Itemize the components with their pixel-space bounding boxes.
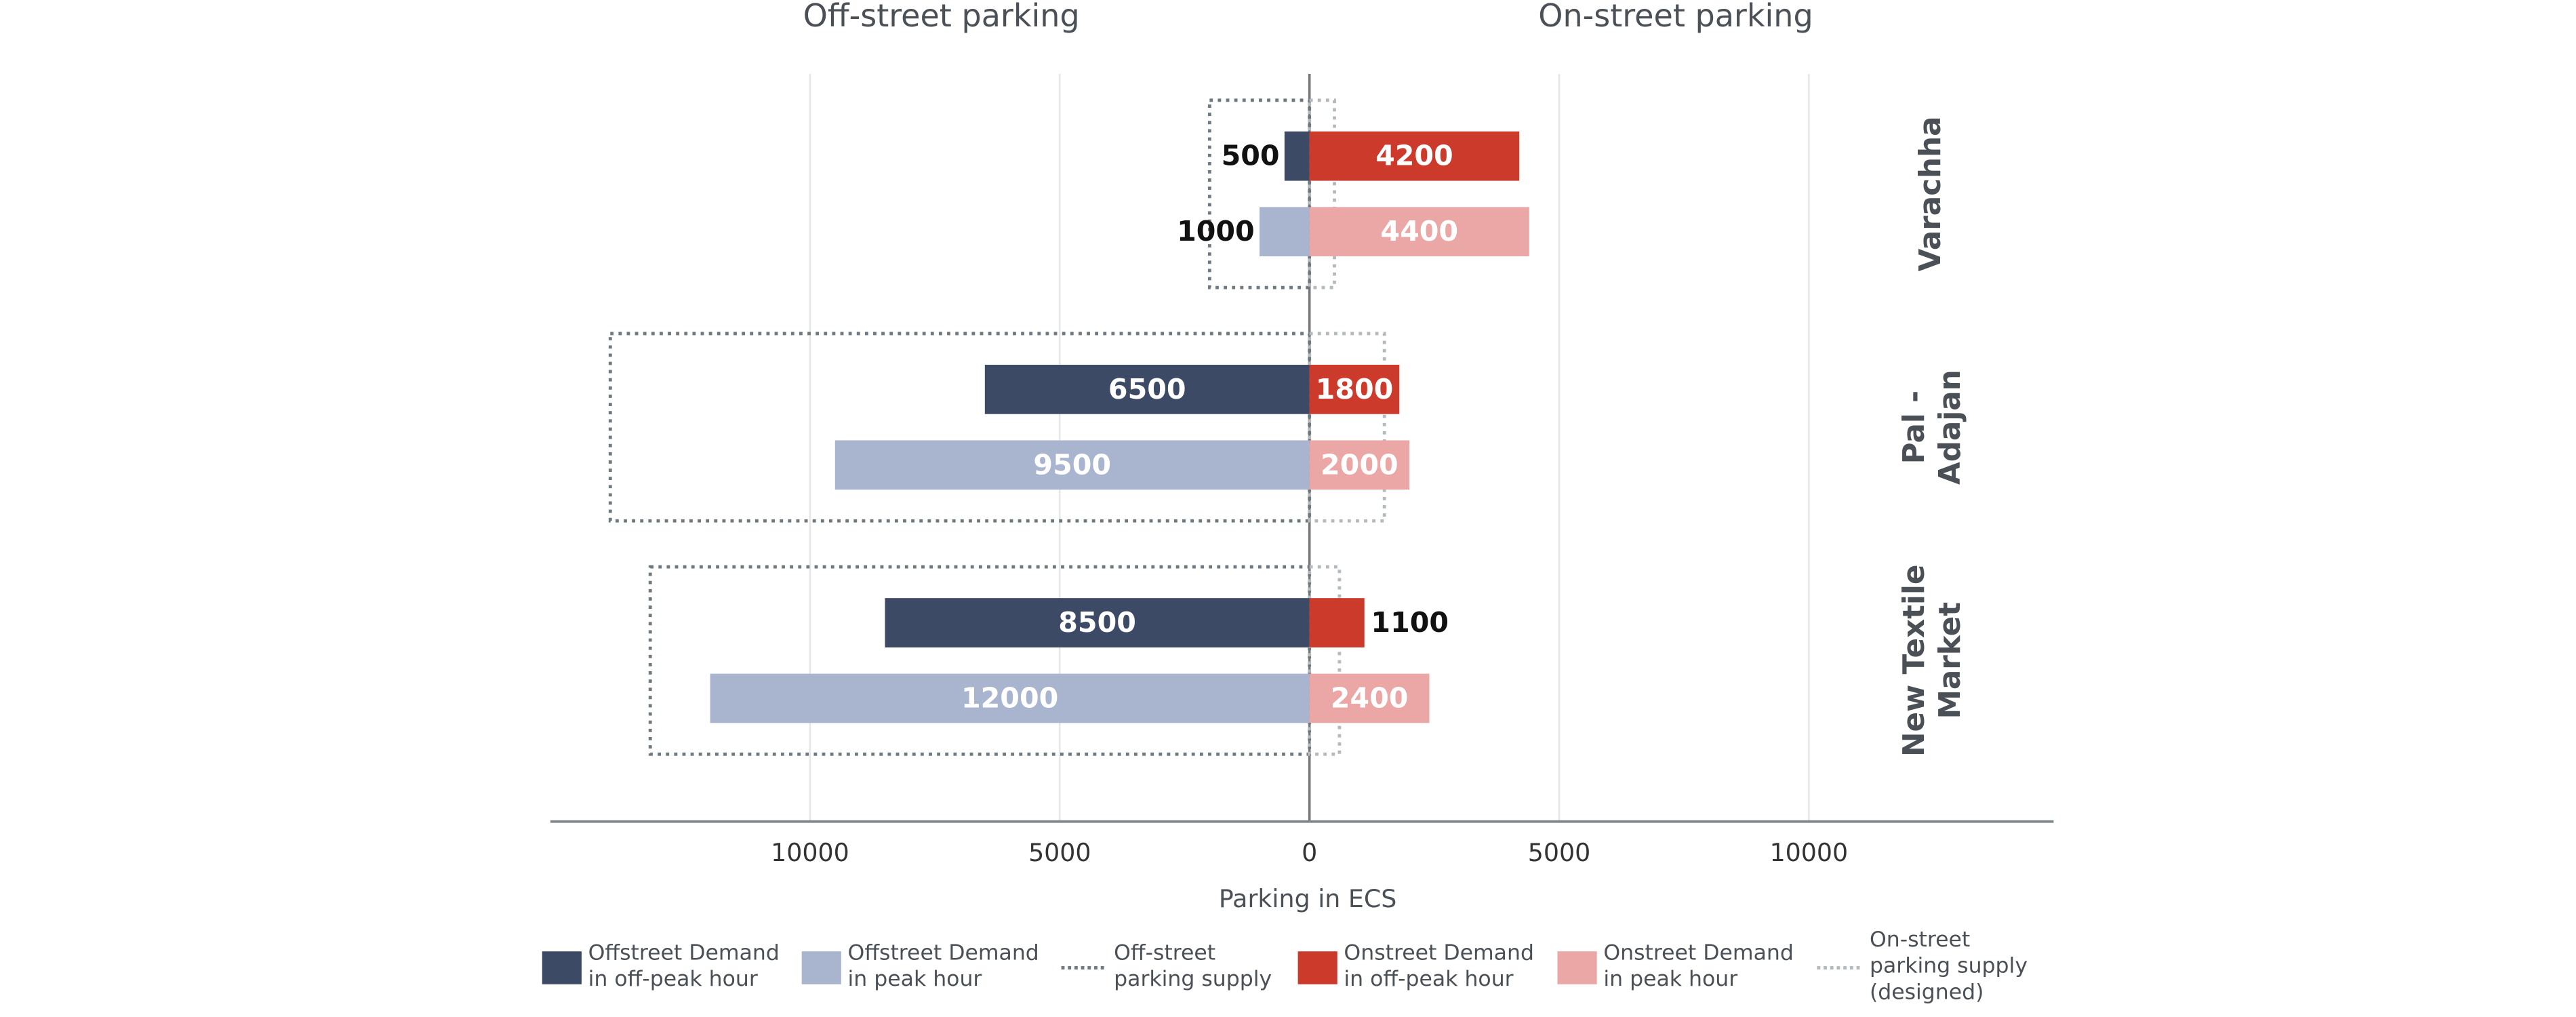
legend: Offstreet Demand in off-peak hour Offstre…	[542, 928, 2054, 1007]
legend-label: Offstreet Demand in off-peak hour	[588, 941, 780, 993]
legend-item: Offstreet Demand in peak hour	[801, 928, 1042, 1007]
bar	[1309, 440, 1410, 490]
x-tick-label: 5000	[1528, 838, 1591, 867]
bar	[1309, 673, 1430, 723]
value-label: 4200	[1375, 140, 1453, 172]
bar	[984, 365, 1310, 414]
supply-box	[1207, 98, 1312, 290]
x-axis-title: Parking in ECS	[1219, 884, 1396, 913]
bar	[1309, 131, 1520, 181]
legend-item: Offstreet Demand in off-peak hour	[542, 928, 782, 1007]
value-label: 1800	[1316, 373, 1394, 405]
bar	[710, 673, 1310, 723]
x-tick-label: 10000	[1770, 838, 1849, 867]
value-label: 9500	[1033, 448, 1111, 481]
legend-label: Offstreet Demand in peak hour	[847, 941, 1039, 993]
supply-box	[1308, 332, 1386, 523]
bar	[1309, 365, 1400, 414]
supply-box	[1308, 98, 1336, 290]
legend-swatch	[542, 951, 582, 984]
bar	[1260, 207, 1310, 257]
legend-label: On-street parking supply (designed)	[1869, 928, 2028, 1006]
legend-label: Off-street parking supply	[1114, 941, 1272, 993]
value-label: 6500	[1108, 373, 1186, 405]
value-label: 12000	[961, 681, 1058, 714]
legend-item: Onstreet Demand in off-peak hour	[1297, 928, 1538, 1007]
legend-swatch	[1061, 966, 1104, 970]
bar	[834, 440, 1310, 490]
category-label: New Textile Market	[1897, 564, 1967, 757]
supply-box	[648, 565, 1312, 756]
value-label: 8500	[1058, 606, 1136, 639]
legend-item: Off-street parking supply	[1061, 928, 1279, 1007]
value-label: 4400	[1380, 215, 1458, 247]
value-label: 1000	[1177, 215, 1255, 247]
value-label: 500	[1222, 140, 1280, 172]
bar	[1309, 207, 1529, 257]
supply-box	[608, 332, 1312, 523]
value-label: 2400	[1331, 681, 1409, 714]
legend-swatch	[1557, 951, 1597, 984]
category-label: Pal - Adajan	[1897, 370, 1967, 485]
legend-swatch	[1297, 951, 1337, 984]
left-title: Off-street parking	[803, 0, 1080, 34]
legend-label: Onstreet Demand in peak hour	[1603, 941, 1794, 993]
x-tick-label: 5000	[1028, 838, 1091, 867]
bar	[1284, 131, 1310, 181]
legend-label: Onstreet Demand in off-peak hour	[1344, 941, 1534, 993]
right-title: On-street parking	[1538, 0, 1813, 34]
supply-box	[1308, 565, 1342, 756]
bar	[885, 598, 1310, 647]
legend-swatch	[801, 951, 841, 984]
legend-item: Onstreet Demand in peak hour	[1557, 928, 1797, 1007]
x-tick-label: 0	[1302, 838, 1317, 867]
bar	[1309, 598, 1365, 647]
x-tick-label: 10000	[771, 838, 849, 867]
value-label: 2000	[1321, 448, 1398, 481]
legend-swatch	[1817, 966, 1860, 970]
legend-item: On-street parking supply (designed)	[1817, 928, 2034, 1007]
value-label: 1100	[1371, 606, 1449, 639]
category-label: Varachha	[1914, 116, 1948, 271]
